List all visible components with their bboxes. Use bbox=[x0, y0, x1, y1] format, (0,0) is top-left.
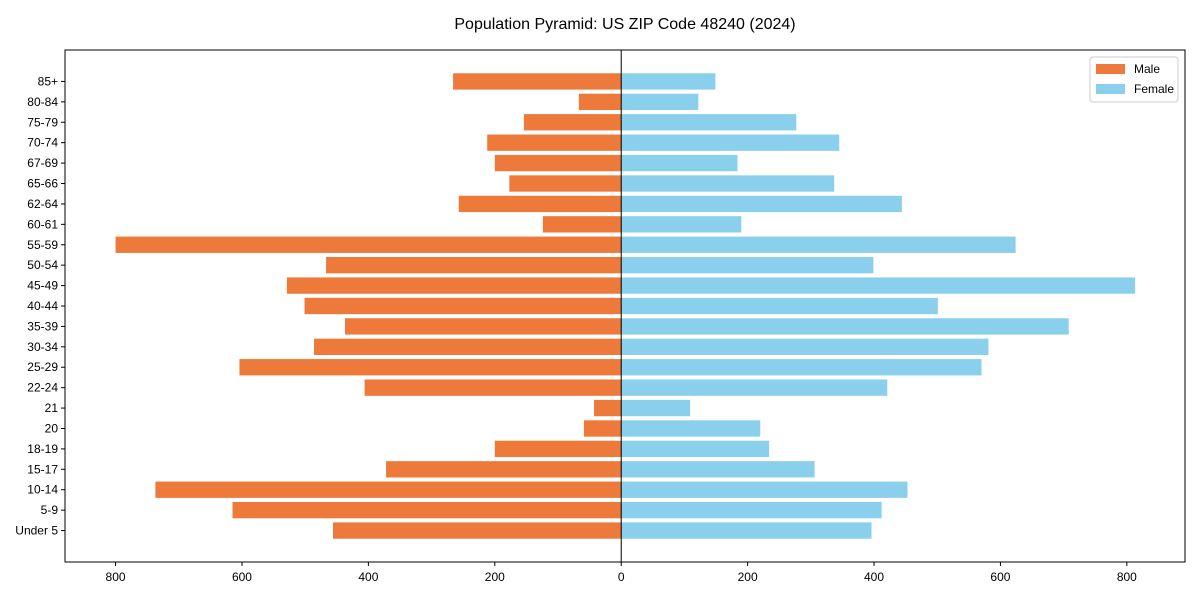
y-tick-label: 85+ bbox=[38, 74, 58, 88]
bar-male-under-5 bbox=[332, 522, 622, 539]
y-tick-label: 50-54 bbox=[27, 258, 58, 272]
y-tick-label: 45-49 bbox=[27, 279, 58, 293]
y-tick-label: 35-39 bbox=[27, 319, 58, 333]
bar-female-20 bbox=[621, 420, 761, 437]
bar-female-under-5 bbox=[621, 522, 872, 539]
y-tick-label: 10-14 bbox=[27, 483, 58, 497]
bar-female-30-34 bbox=[621, 338, 989, 355]
bar-male-30-34 bbox=[314, 338, 622, 355]
bar-male-80-84 bbox=[578, 93, 622, 111]
x-tick-label: 200 bbox=[738, 570, 758, 584]
bar-male-45-49 bbox=[286, 277, 622, 294]
bar-male-18-19 bbox=[494, 440, 622, 458]
bar-female-60-61 bbox=[621, 216, 742, 233]
bar-female-85+ bbox=[621, 73, 716, 90]
bar-male-10-14 bbox=[155, 481, 622, 498]
y-tick-label: 40-44 bbox=[27, 299, 58, 313]
bar-female-18-19 bbox=[621, 440, 770, 458]
legend: Male Female bbox=[1089, 56, 1179, 103]
y-tick-label: 75-79 bbox=[27, 115, 58, 129]
bar-female-15-17 bbox=[621, 461, 815, 478]
plot-frame bbox=[64, 49, 1186, 563]
bar-male-25-29 bbox=[239, 359, 622, 376]
bar-male-62-64 bbox=[458, 195, 622, 213]
bar-male-35-39 bbox=[345, 318, 622, 335]
bar-female-70-74 bbox=[621, 134, 840, 151]
bar-male-50-54 bbox=[326, 257, 622, 274]
bar-male-85+ bbox=[453, 73, 622, 90]
bar-male-22-24 bbox=[364, 379, 622, 396]
y-tick-label: 80-84 bbox=[27, 95, 58, 109]
y-tick-label: 22-24 bbox=[27, 381, 58, 395]
legend-label-female: Female bbox=[1134, 82, 1174, 96]
legend-swatch-male bbox=[1096, 64, 1125, 74]
y-tick-label: 15-17 bbox=[27, 462, 58, 476]
y-tick-label: 20 bbox=[45, 421, 59, 435]
y-tick-label: 70-74 bbox=[27, 136, 58, 150]
bar-female-10-14 bbox=[621, 481, 908, 498]
legend-label-male: Male bbox=[1134, 62, 1160, 76]
x-tick-label: 800 bbox=[1117, 570, 1137, 584]
legend-swatch-female bbox=[1096, 84, 1125, 94]
bar-female-21 bbox=[621, 399, 691, 417]
bar-male-15-17 bbox=[386, 461, 622, 478]
y-tick-label: 25-29 bbox=[27, 360, 58, 374]
x-tick-label: 200 bbox=[485, 570, 505, 584]
y-tick-label: 30-34 bbox=[27, 340, 58, 354]
bar-female-35-39 bbox=[621, 318, 1069, 335]
y-tick-label: Under 5 bbox=[15, 524, 58, 538]
y-tick-label: 67-69 bbox=[27, 156, 58, 170]
y-tick-label: 62-64 bbox=[27, 197, 58, 211]
bar-male-55-59 bbox=[115, 236, 622, 253]
bar-male-67-69 bbox=[494, 154, 622, 172]
bar-male-5-9 bbox=[232, 501, 622, 519]
bar-male-75-79 bbox=[523, 114, 622, 131]
x-tick-label: 600 bbox=[990, 570, 1010, 584]
bar-female-55-59 bbox=[621, 236, 1016, 253]
bar-male-65-66 bbox=[509, 175, 622, 192]
bar-female-62-64 bbox=[621, 195, 902, 213]
y-tick-label: 18-19 bbox=[27, 442, 58, 456]
x-tick-label: 600 bbox=[232, 570, 252, 584]
chart-title: Population Pyramid: US ZIP Code 48240 (2… bbox=[454, 16, 795, 33]
bar-female-45-49 bbox=[621, 277, 1136, 294]
bar-female-5-9 bbox=[621, 501, 882, 519]
x-tick-label: 800 bbox=[106, 570, 126, 584]
x-tick-label: 0 bbox=[618, 570, 625, 584]
bar-male-40-44 bbox=[304, 297, 622, 315]
bar-female-40-44 bbox=[621, 297, 938, 315]
y-tick-label: 65-66 bbox=[27, 177, 58, 191]
bar-female-22-24 bbox=[621, 379, 888, 396]
bar-female-80-84 bbox=[621, 93, 699, 111]
bar-male-70-74 bbox=[487, 134, 622, 151]
bar-female-25-29 bbox=[621, 359, 982, 376]
x-tick-label: 400 bbox=[864, 570, 884, 584]
bar-male-20 bbox=[583, 420, 622, 437]
bar-female-67-69 bbox=[621, 154, 738, 172]
y-tick-label: 5-9 bbox=[41, 503, 59, 517]
bar-female-65-66 bbox=[621, 175, 835, 192]
y-tick-label: 60-61 bbox=[27, 217, 58, 231]
bar-male-21 bbox=[594, 399, 622, 417]
bar-female-50-54 bbox=[621, 257, 874, 274]
y-tick-label: 21 bbox=[45, 401, 59, 415]
bar-male-60-61 bbox=[542, 216, 622, 233]
bar-female-75-79 bbox=[621, 114, 797, 131]
x-tick-label: 400 bbox=[358, 570, 378, 584]
y-tick-label: 55-59 bbox=[27, 238, 58, 252]
